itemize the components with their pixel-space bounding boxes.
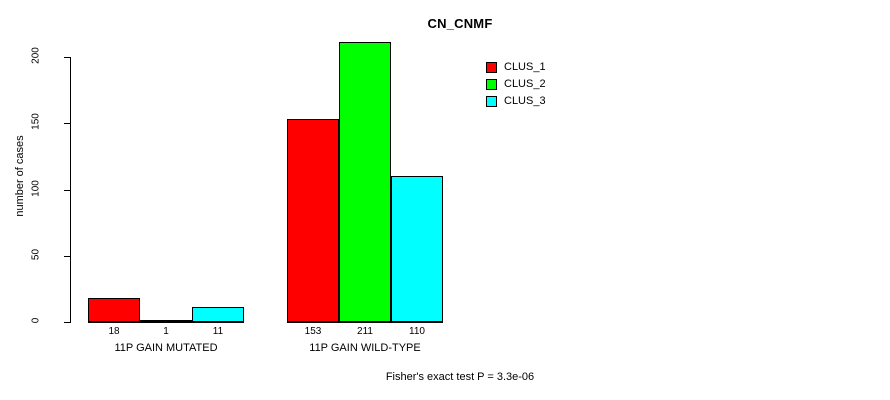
y-axis-tick-label: 100 bbox=[30, 179, 42, 197]
legend-item: CLUS_3 bbox=[486, 94, 546, 109]
bar-value-label: 153 bbox=[304, 326, 322, 337]
y-axis-tick-label: 150 bbox=[30, 113, 42, 131]
bar-value-label: 1 bbox=[163, 326, 169, 337]
footer-note-text: Fisher's exact test P = 3.3e-06 bbox=[385, 371, 535, 383]
legend-item: CLUS_2 bbox=[486, 77, 546, 92]
y-axis-tick bbox=[64, 57, 70, 58]
bar bbox=[88, 298, 140, 322]
x-axis-group-label: 11P GAIN WILD-TYPE bbox=[309, 342, 421, 354]
legend-item-label: CLUS_3 bbox=[504, 95, 546, 107]
y-axis-tick-label: 200 bbox=[30, 47, 42, 64]
legend-item-label: CLUS_2 bbox=[504, 78, 546, 90]
bar bbox=[339, 42, 391, 322]
bar bbox=[287, 119, 339, 322]
bar bbox=[192, 307, 244, 322]
y-axis-tick bbox=[64, 255, 70, 257]
y-axis-tick-label: 0 bbox=[30, 317, 42, 324]
bar bbox=[140, 320, 192, 322]
y-axis-tick bbox=[64, 322, 70, 323]
legend-item-label: CLUS_1 bbox=[504, 61, 546, 73]
y-axis-tick-label: 50 bbox=[30, 248, 42, 260]
chart-legend: CLUS_1 CLUS_2 CLUS_3 bbox=[486, 60, 546, 111]
y-axis-tick bbox=[64, 189, 70, 191]
legend-swatch-icon bbox=[486, 79, 497, 90]
bar-value-label: 18 bbox=[108, 326, 120, 337]
bar-value-label: 211 bbox=[357, 326, 373, 337]
bar-value-label: 11 bbox=[212, 326, 224, 337]
group-baseline bbox=[287, 321, 443, 323]
legend-item: CLUS_1 bbox=[486, 60, 546, 75]
legend-swatch-icon bbox=[486, 96, 497, 107]
x-axis-group-label: 11P GAIN MUTATED bbox=[114, 342, 218, 354]
group-baseline bbox=[88, 321, 244, 323]
y-axis-title: number of cases bbox=[14, 135, 26, 217]
bar bbox=[391, 176, 443, 322]
bar-value-label: 110 bbox=[409, 326, 425, 337]
chart-title: CN_CNMF bbox=[0, 16, 890, 31]
footer-note: Fisher's exact test P = 3.3e-06 bbox=[0, 371, 890, 383]
legend-swatch-icon bbox=[486, 62, 497, 73]
y-axis-tick bbox=[64, 123, 70, 125]
y-axis-line bbox=[70, 57, 71, 323]
chart-title-text: CN_CNMF bbox=[427, 16, 493, 31]
